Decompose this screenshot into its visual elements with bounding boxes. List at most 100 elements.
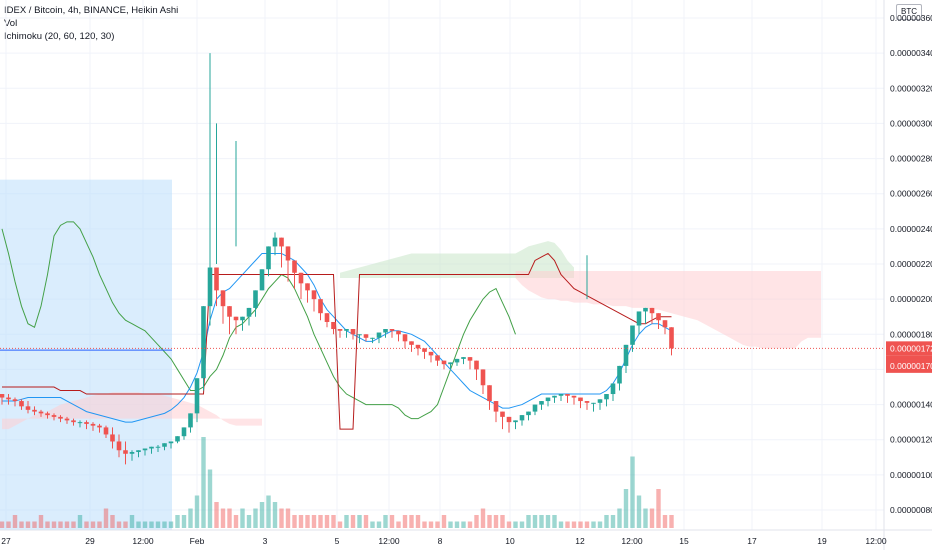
volume-bar <box>376 521 382 528</box>
candle-body <box>493 401 499 412</box>
x-tick-label: 12:00 <box>621 536 643 546</box>
candle-body <box>383 329 388 333</box>
candle-body <box>136 450 141 453</box>
volume-bar <box>194 495 200 528</box>
volume-bar <box>617 508 622 528</box>
candle-body <box>168 441 174 444</box>
candle-body <box>25 406 31 410</box>
volume-bar <box>409 515 414 528</box>
candle-body <box>116 441 122 451</box>
candle-body <box>311 290 317 300</box>
volume-bar <box>383 515 388 528</box>
candle-body <box>474 360 479 370</box>
volume-indicator-label[interactable]: Vol <box>4 18 18 29</box>
candle-body <box>64 418 70 421</box>
candle-body <box>77 422 83 424</box>
candle-body <box>480 369 486 386</box>
candle-body <box>344 329 349 331</box>
candle-body <box>194 378 200 414</box>
candle-body <box>201 306 206 379</box>
volume-bar <box>591 521 596 528</box>
volume-bar <box>415 515 421 528</box>
volume-bar <box>428 521 434 528</box>
volume-bar <box>357 515 362 528</box>
volume-bar <box>97 521 102 528</box>
candle-body <box>454 358 460 363</box>
volume-bar <box>71 521 76 528</box>
ichimoku-kijun-line <box>2 252 672 430</box>
y-tick-label: 0.00000320 <box>890 83 932 93</box>
volume-bar <box>6 521 11 528</box>
candle-body <box>669 327 674 349</box>
x-tick-label: 12:00 <box>132 536 154 546</box>
candle-body <box>649 307 655 314</box>
candle-body <box>396 330 401 335</box>
y-tick-label: 0.00000220 <box>890 259 932 269</box>
volume-bar <box>19 521 24 528</box>
volume-bar <box>246 515 252 528</box>
candle-body <box>103 427 109 435</box>
candle-body <box>597 399 603 403</box>
volume-bar <box>168 521 174 528</box>
volume-bar <box>38 515 44 528</box>
volume-bar <box>448 521 453 528</box>
candle-body <box>12 399 18 402</box>
candle-body <box>428 351 434 356</box>
candle-body <box>175 436 180 442</box>
candle-body <box>233 316 239 321</box>
candle-body <box>305 283 310 291</box>
volume-bar <box>318 515 323 528</box>
candle-body <box>155 446 161 448</box>
volume-bar <box>578 521 583 528</box>
candle-body <box>558 394 564 396</box>
candle-body <box>565 394 570 396</box>
volume-bar <box>188 508 193 528</box>
y-tick-label: 0.00000100 <box>890 470 932 480</box>
candle-body <box>513 420 518 423</box>
candle-body <box>623 344 629 366</box>
volume-bar <box>422 521 427 528</box>
volume-bar <box>305 515 310 528</box>
candle-body <box>435 355 440 361</box>
candle-body <box>240 316 245 321</box>
volume-bar <box>487 515 492 528</box>
candle-body <box>656 313 661 321</box>
candle-body <box>604 394 609 400</box>
volume-bar <box>552 515 557 528</box>
volume-bar <box>571 521 577 528</box>
candle-body <box>45 413 50 416</box>
ichimoku-cloud-bearish-2 <box>515 271 821 349</box>
volume-bar <box>285 508 291 528</box>
candle-body <box>337 329 343 331</box>
x-tick-label: 29 <box>85 536 95 546</box>
volume-bar <box>545 515 551 528</box>
volume-bar <box>0 521 5 528</box>
currency-badge[interactable]: BTC <box>896 4 922 20</box>
candle-body <box>630 325 635 345</box>
volume-bar <box>175 515 180 528</box>
candle-body <box>97 425 102 428</box>
volume-bar <box>636 495 642 528</box>
volume-bar <box>279 508 284 528</box>
x-tick-label: 27 <box>1 536 11 546</box>
volume-bar <box>331 515 336 528</box>
candle-body <box>357 334 362 336</box>
candle-body <box>331 321 336 330</box>
candle-body <box>90 423 96 426</box>
volume-bar <box>201 437 206 528</box>
candle-body <box>142 448 148 451</box>
ichimoku-indicator-label[interactable]: Ichimoku (20, 60, 120, 30) <box>4 31 115 42</box>
candle-body <box>617 365 622 384</box>
candle-body <box>38 411 44 414</box>
volume-bar <box>110 515 115 528</box>
volume-bar <box>123 521 128 528</box>
volume-bar <box>90 521 96 528</box>
volume-bar <box>84 521 89 528</box>
volume-bar <box>565 521 570 528</box>
prev-price-badge-bg <box>886 358 932 373</box>
candle-body <box>220 290 226 307</box>
volume-bar <box>103 508 109 528</box>
candle-body <box>71 420 76 423</box>
candle-body <box>318 299 323 314</box>
